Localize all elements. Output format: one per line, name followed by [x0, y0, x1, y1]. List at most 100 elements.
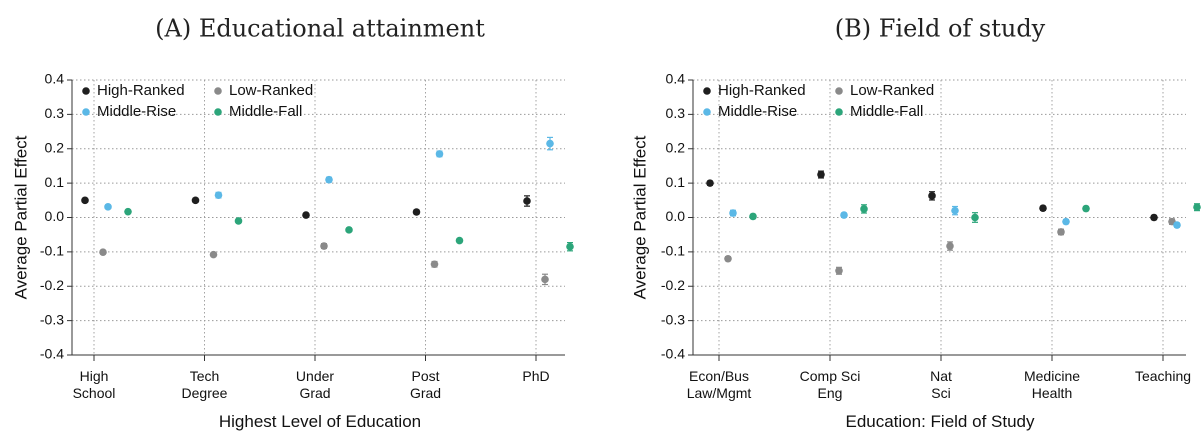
legend-entry: Low-Ranked: [214, 82, 313, 99]
x-tick-label: Comp Sci Eng: [800, 368, 861, 401]
x-tick-label: Teaching: [1135, 368, 1191, 384]
legend-entry: Middle-Fall: [214, 103, 302, 120]
data-point: [706, 179, 714, 187]
y-tick-label: 0.2: [666, 139, 686, 155]
y-tick-label: 0.3: [45, 105, 65, 121]
legend-marker-middle-fall: [214, 108, 222, 116]
y-tick-label: 0.1: [45, 174, 65, 190]
data-point: [124, 207, 132, 216]
data-point: [1082, 204, 1090, 213]
y-tick-label: 0.3: [666, 105, 686, 121]
legend-entry: Middle-Rise: [703, 103, 797, 120]
data-point: [724, 254, 732, 263]
data-point: [435, 150, 444, 158]
y-tick-label: -0.2: [661, 277, 685, 293]
series-high-ranked: [81, 195, 531, 219]
legend-label: Low-Ranked: [229, 82, 313, 99]
y-tick-label: 0.0: [45, 208, 65, 224]
legend-label: Middle-Fall: [229, 103, 302, 120]
data-point: [971, 213, 979, 222]
legend-label: High-Ranked: [97, 82, 185, 99]
chart-title: (A) Educational attainment: [155, 15, 485, 43]
data-point: [928, 192, 936, 200]
x-tick-label: Econ/Bus Law/Mgmt: [687, 368, 752, 401]
y-tick-label: -0.4: [40, 346, 64, 362]
legend-entry: High-Ranked: [703, 82, 806, 99]
x-tick-label: Post Grad: [410, 368, 441, 401]
x-tick-label: Under Grad: [296, 368, 334, 401]
y-tick-label: 0.4: [45, 71, 65, 87]
data-point: [234, 217, 243, 225]
data-point: [1057, 228, 1065, 236]
y-axis-label: Average Partial Effect: [630, 135, 649, 299]
data-point: [835, 266, 843, 275]
data-point: [104, 203, 112, 211]
x-tick-label: Nat Sci: [930, 368, 952, 401]
data-point: [209, 250, 218, 259]
series-middle-fall: [124, 207, 574, 252]
legend: High-Ranked Low-Ranked Middle-Rise Middle-F…: [82, 82, 313, 120]
data-point: [523, 197, 531, 205]
chart-panel-a: (A) Educational attainment 0.4 0.3 0.2 0.1 0.…: [11, 15, 574, 431]
series-middle-fall: [749, 203, 1201, 223]
y-tick-label: -0.2: [40, 277, 64, 293]
legend-marker-low-ranked: [835, 87, 843, 95]
y-tick-label: -0.1: [661, 243, 685, 259]
x-tick-label: Tech Degree: [182, 368, 228, 401]
y-tick-label: -0.1: [40, 243, 64, 259]
series-middle-rise: [729, 205, 1181, 229]
data-point: [1193, 203, 1201, 211]
data-point: [951, 206, 959, 215]
legend-marker-middle-rise: [82, 108, 90, 116]
legend-label: Middle-Rise: [718, 103, 797, 120]
series-high-ranked: [706, 170, 1158, 222]
legend-marker-low-ranked: [214, 87, 222, 95]
data-point: [729, 209, 737, 217]
data-point: [817, 170, 825, 179]
legend: High-Ranked Low-Ranked Middle-Rise Middle-F…: [703, 82, 934, 120]
legend-marker-high-ranked: [703, 87, 711, 95]
legend-label: Low-Ranked: [850, 82, 934, 99]
data-point: [1039, 204, 1047, 213]
y-tick-label: 0.2: [45, 139, 65, 155]
chart-panel-b: (B) Field of study 0.4 0.3 0.2 0.1 0.0 -0.1 -0.…: [630, 15, 1201, 431]
series-low-ranked: [99, 242, 549, 286]
data-point: [546, 139, 554, 148]
y-tick-label: -0.3: [40, 311, 64, 327]
series-middle-rise: [104, 136, 554, 211]
data-point: [566, 242, 574, 251]
x-tick-label: Medicine Health: [1024, 368, 1080, 401]
legend-label: Middle-Rise: [97, 103, 176, 120]
series-low-ranked: [724, 217, 1176, 275]
y-axis-label: Average Partial Effect: [11, 135, 30, 299]
x-axis-label: Highest Level of Education: [219, 412, 421, 431]
data-point: [455, 236, 464, 245]
y-tick-label: 0.4: [666, 71, 686, 87]
data-point: [302, 211, 310, 219]
data-point: [430, 260, 439, 269]
y-tick-label: 0.0: [666, 208, 686, 224]
data-point: [1173, 221, 1181, 229]
data-point: [325, 175, 333, 184]
legend-entry: Middle-Fall: [835, 103, 923, 120]
legend-label: High-Ranked: [718, 82, 806, 99]
data-point: [412, 208, 421, 216]
data-point: [191, 196, 200, 205]
chart-title: (B) Field of study: [835, 15, 1046, 43]
data-point: [946, 242, 954, 250]
legend-marker-middle-rise: [703, 108, 711, 116]
data-point: [860, 205, 868, 213]
legend-label: Middle-Fall: [850, 103, 923, 120]
data-point: [749, 212, 757, 221]
x-tick-label: High School: [73, 368, 116, 401]
data-point: [214, 191, 223, 199]
data-point: [81, 196, 89, 205]
data-point: [99, 248, 107, 257]
data-point: [345, 226, 353, 234]
legend-entry: Middle-Rise: [82, 103, 176, 120]
legend-marker-middle-fall: [835, 108, 843, 116]
x-tick-label: PhD: [522, 368, 549, 384]
y-tick-label: -0.4: [661, 346, 685, 362]
legend-entry: High-Ranked: [82, 82, 185, 99]
